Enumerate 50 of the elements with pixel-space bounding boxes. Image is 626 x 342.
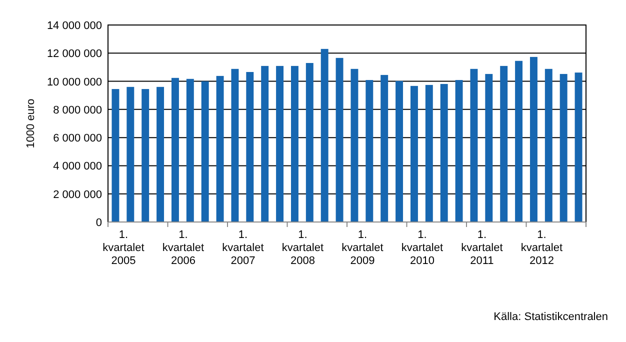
bar — [290, 66, 298, 222]
x-tick-label: 1. kvartalet 2011 — [461, 229, 503, 267]
bar — [320, 48, 328, 222]
y-tick-label: 10 000 000 — [46, 76, 102, 88]
bar — [470, 68, 478, 222]
bar — [485, 74, 493, 222]
x-tick-label: 1. kvartalet 2006 — [162, 229, 204, 267]
bar — [112, 89, 120, 222]
bar — [396, 81, 404, 222]
bar — [142, 89, 150, 222]
bar — [171, 78, 179, 222]
y-tick-label: 6 000 000 — [53, 132, 102, 145]
x-tick-label: 1. kvartalet 2007 — [222, 229, 264, 267]
bar — [336, 58, 344, 222]
bar — [544, 68, 552, 222]
y-tick-label: 2 000 000 — [53, 188, 102, 201]
bar — [500, 66, 508, 222]
bar — [216, 76, 224, 222]
bar — [231, 68, 239, 222]
bar — [156, 86, 164, 222]
bar — [530, 56, 538, 222]
bar — [410, 86, 418, 222]
bar — [425, 84, 433, 222]
bar — [350, 68, 358, 222]
bar — [560, 74, 568, 222]
bar — [201, 81, 209, 222]
text: Källa: Statistikcentralen — [494, 311, 608, 323]
y-tick-label: 12 000 000 — [46, 48, 102, 60]
x-tick-label: 1. kvartalet 2010 — [401, 229, 444, 267]
bar — [455, 80, 463, 222]
y-tick-label: 4 000 000 — [53, 160, 102, 173]
y-tick-label: 14 000 000 — [46, 20, 102, 32]
bar — [246, 72, 254, 222]
y-axis-title: 1000 euro — [25, 98, 37, 148]
x-tick-label: 1. kvartalet 2009 — [342, 229, 384, 267]
bar — [440, 84, 448, 222]
x-tick-label: 1. kvartalet 2012 — [520, 229, 563, 267]
bar — [380, 74, 388, 222]
bar — [306, 62, 314, 222]
bar — [366, 80, 374, 222]
bar — [186, 78, 194, 222]
y-tick-label: 8 000 000 — [53, 104, 102, 116]
bar — [126, 86, 134, 222]
bar — [574, 72, 582, 222]
bar — [261, 66, 269, 222]
x-tick-label: 1. kvartalet 2005 — [102, 229, 144, 267]
bar — [276, 66, 284, 222]
y-tick-label: 0 — [96, 217, 102, 229]
bar — [515, 60, 523, 222]
x-tick-label: 1. kvartalet 2008 — [282, 229, 324, 267]
